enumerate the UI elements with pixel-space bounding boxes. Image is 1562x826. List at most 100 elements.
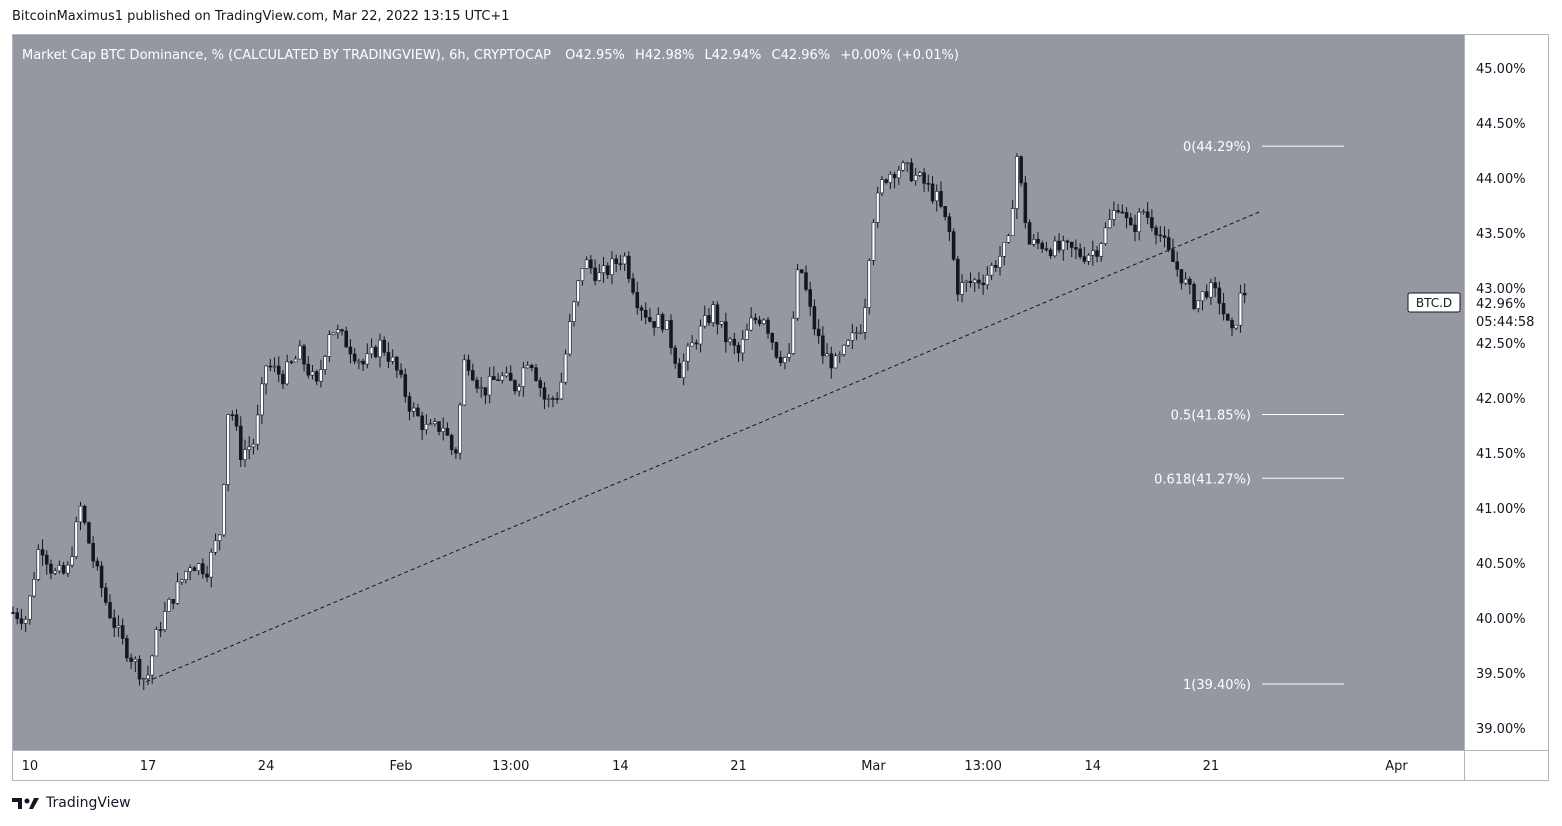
candle-body xyxy=(496,379,500,382)
candle-body xyxy=(268,365,273,368)
candle-body xyxy=(201,563,205,575)
candle-body xyxy=(563,353,568,383)
x-ticks-group: 10 17 24 Feb 13:00 14 21 Mar 13:00 14 21 Apr xyxy=(22,759,1409,774)
candle-body xyxy=(833,355,838,369)
candle-body xyxy=(977,279,981,284)
candle-body xyxy=(1192,284,1196,309)
candle-body xyxy=(1099,243,1104,257)
candle-body xyxy=(513,380,517,392)
candle-body xyxy=(1015,156,1019,209)
candle-body xyxy=(998,256,1002,268)
fib-levels-group[interactable]: 0(44.29%) 0.5(41.85%) 0.618(41.27%) 1(39.40… xyxy=(1154,140,1344,693)
candle-body xyxy=(715,304,720,325)
last-price-box xyxy=(1467,293,1541,331)
candle-body xyxy=(753,317,758,321)
candle-body xyxy=(901,162,905,171)
fib-level-label: 0(44.29%) xyxy=(1183,140,1251,155)
candle-body xyxy=(605,265,610,276)
candle-body xyxy=(281,373,285,385)
candle-body xyxy=(1204,291,1209,298)
candle-body xyxy=(416,407,420,417)
candle-body xyxy=(1188,278,1192,285)
price-axis[interactable] xyxy=(1464,35,1548,780)
candle-body xyxy=(399,369,403,375)
candle-body xyxy=(243,449,247,460)
candle-body xyxy=(972,279,977,284)
candle-body xyxy=(1019,156,1023,184)
y-tick-label: 41.50% xyxy=(1476,447,1526,462)
candle-body xyxy=(475,379,479,389)
plot-area[interactable] xyxy=(13,35,1464,750)
candle-body xyxy=(116,625,121,628)
candle-body xyxy=(57,565,62,572)
candle-body xyxy=(1023,182,1028,223)
candle-body xyxy=(964,280,969,283)
candle-body xyxy=(298,345,302,360)
candle-body xyxy=(926,183,931,185)
candle-body xyxy=(458,404,462,454)
candle-body xyxy=(500,375,505,381)
candle-body xyxy=(445,427,450,436)
candle-body xyxy=(618,263,623,265)
footer-brand[interactable]: TradingView xyxy=(12,795,131,811)
y-tick-label: 40.50% xyxy=(1476,557,1526,572)
candle-body xyxy=(1048,249,1053,257)
candle-body xyxy=(171,599,176,604)
candle-body xyxy=(989,265,994,276)
candle-body xyxy=(846,340,850,346)
legend-line: Market Cap BTC Dominance, % (CALCULATED … xyxy=(22,48,959,63)
candle-body xyxy=(70,556,74,566)
candle-body xyxy=(589,259,593,269)
candle-body xyxy=(521,367,526,387)
candle-body xyxy=(943,206,947,218)
candle-body xyxy=(1078,248,1082,257)
candle-body xyxy=(1107,219,1112,229)
candle-body xyxy=(1175,261,1179,270)
x-tick-label: 14 xyxy=(1085,759,1102,774)
x-tick-label: 21 xyxy=(1203,759,1220,774)
legend-change: +0.00% (+0.01%) xyxy=(840,48,959,63)
candle-body xyxy=(530,365,534,368)
candle-body xyxy=(631,278,635,293)
legend-symbol: Market Cap BTC Dominance, % (CALCULATED … xyxy=(22,48,551,63)
candle-body xyxy=(289,361,294,364)
candle-body xyxy=(968,280,973,284)
candle-body xyxy=(610,258,614,276)
candle-body xyxy=(1145,211,1150,218)
candle-body xyxy=(875,192,880,223)
tradingview-logo-icon xyxy=(12,798,39,809)
candle-body xyxy=(344,330,349,348)
candle-body xyxy=(702,315,707,327)
candle-body xyxy=(1128,217,1133,226)
candle-body xyxy=(188,567,192,572)
candle-body xyxy=(669,320,673,349)
candle-body xyxy=(66,564,70,574)
candle-body xyxy=(804,272,808,290)
candle-body xyxy=(504,372,509,377)
candle-body xyxy=(892,173,897,179)
candle-body xyxy=(492,376,496,381)
candle-body xyxy=(850,332,855,341)
candle-body xyxy=(175,581,180,604)
candle-body xyxy=(74,521,79,557)
candle-body xyxy=(816,328,821,337)
candle-body xyxy=(1069,241,1074,248)
candle-body xyxy=(32,579,36,597)
candle-body xyxy=(1217,287,1222,304)
time-axis[interactable] xyxy=(13,750,1464,780)
fib-level-label: 0.618(41.27%) xyxy=(1154,472,1251,487)
candle-body xyxy=(648,317,652,322)
candle-body xyxy=(762,319,766,324)
legend-l-value: 42.94% xyxy=(712,48,762,63)
candle-body xyxy=(133,658,138,662)
candle-body xyxy=(1006,235,1011,243)
candle-body xyxy=(517,386,521,392)
candle-body xyxy=(884,179,888,183)
trendline-group[interactable] xyxy=(146,210,1262,683)
candle-body xyxy=(1091,250,1095,256)
trendline[interactable] xyxy=(146,210,1262,683)
candle-body xyxy=(922,172,926,184)
candle-body xyxy=(686,345,690,362)
candle-body xyxy=(905,162,909,165)
